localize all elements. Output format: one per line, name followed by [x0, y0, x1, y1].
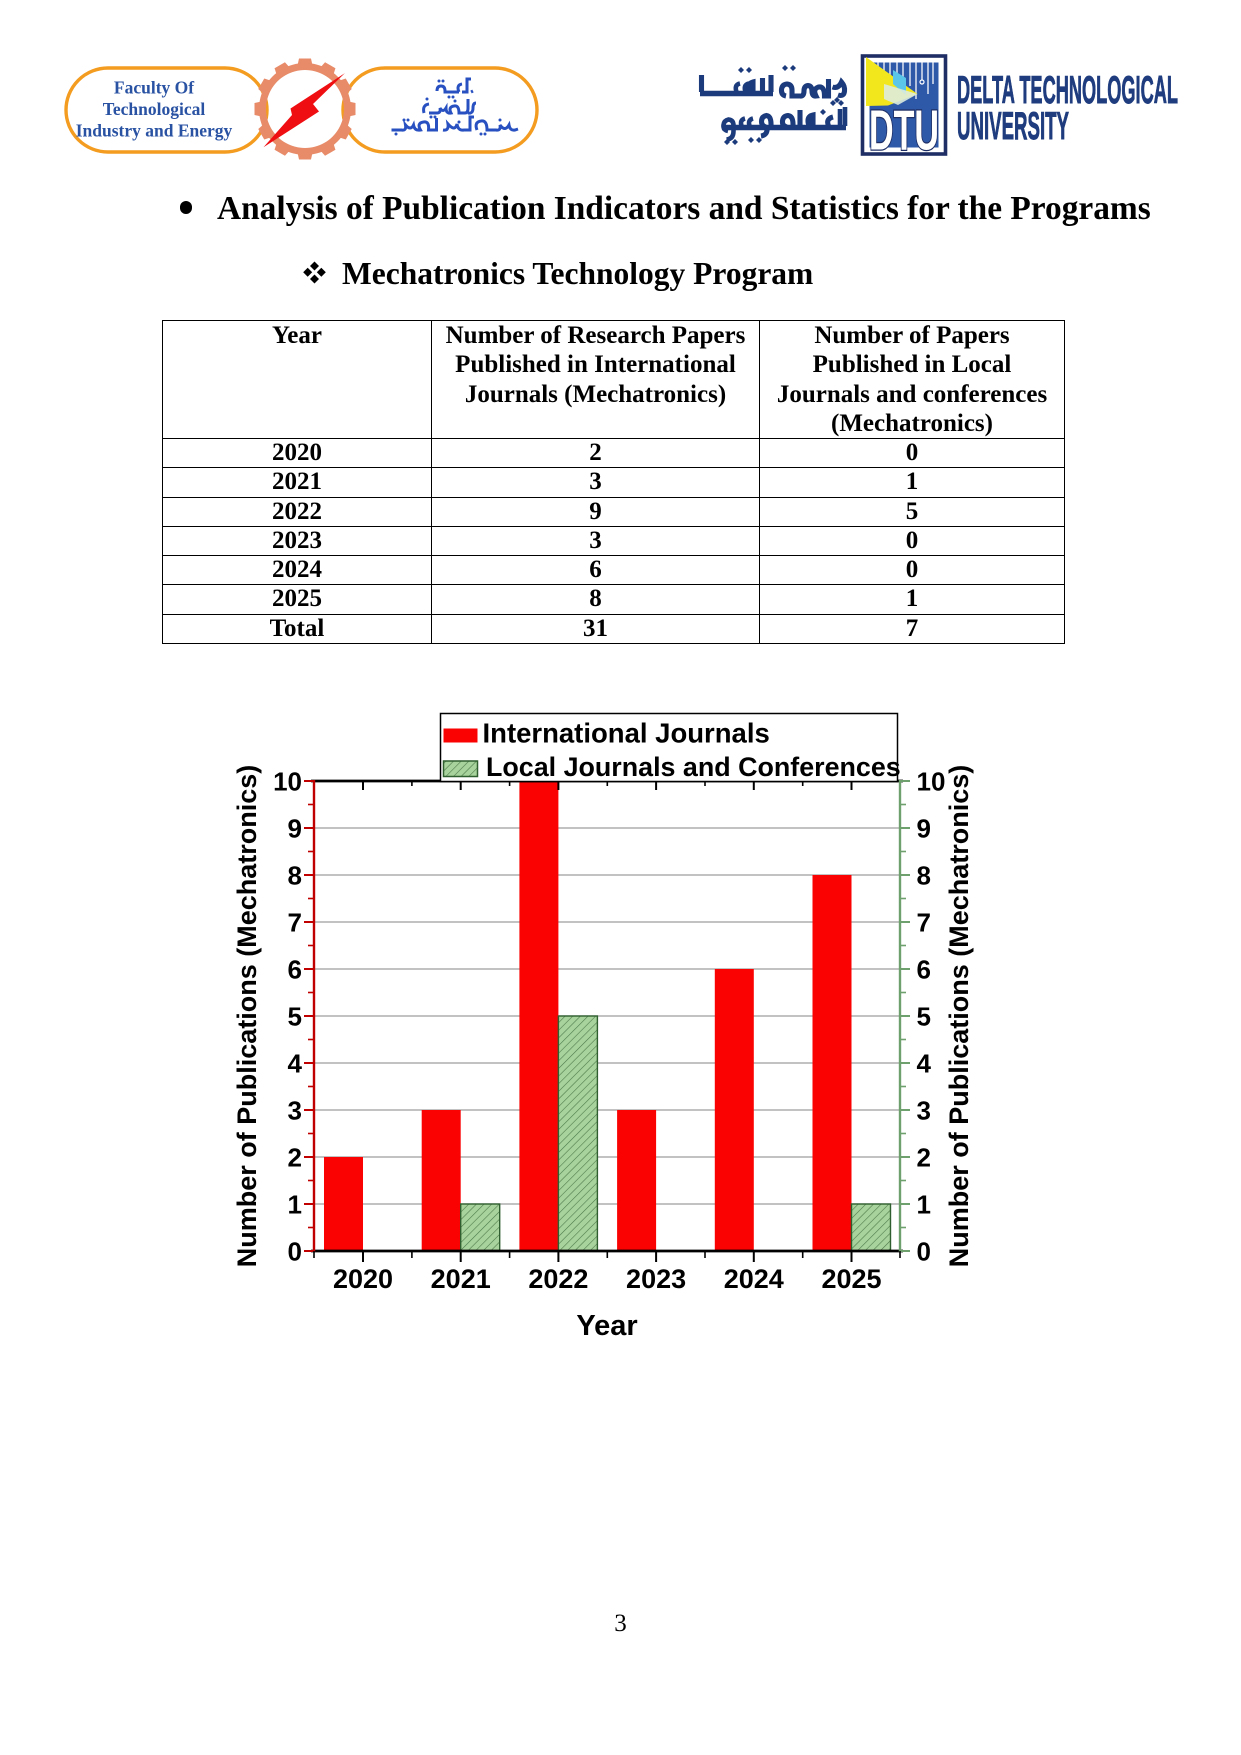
svg-text:7: 7 — [917, 908, 931, 938]
svg-text:3: 3 — [288, 1096, 302, 1126]
svg-text:7: 7 — [288, 908, 302, 938]
svg-text:5: 5 — [288, 1002, 302, 1032]
svg-text:1: 1 — [917, 1190, 931, 1220]
svg-text:2020: 2020 — [333, 1264, 393, 1294]
svg-text:2025: 2025 — [821, 1264, 881, 1294]
svg-text:5: 5 — [917, 1002, 931, 1032]
svg-text:10: 10 — [917, 767, 946, 797]
svg-text:UNIVERSITY: UNIVERSITY — [957, 105, 1069, 148]
svg-text:8: 8 — [288, 861, 302, 891]
svg-text:6: 6 — [288, 955, 302, 985]
svg-text:8: 8 — [917, 861, 931, 891]
svg-text:Number of Publications (Mechat: Number of Publications (Mechatronics) — [944, 765, 974, 1268]
svg-text:Industry and Energy: Industry and Energy — [76, 121, 233, 141]
svg-text:4: 4 — [288, 1049, 303, 1079]
svg-text:Year: Year — [576, 1310, 637, 1342]
svg-text:0: 0 — [917, 1237, 931, 1267]
svg-text:10: 10 — [273, 767, 302, 797]
svg-text:9: 9 — [288, 814, 302, 844]
svg-text:1: 1 — [288, 1190, 302, 1220]
svg-text:Faculty Of: Faculty Of — [114, 78, 194, 98]
svg-text:4: 4 — [917, 1049, 932, 1079]
svg-text:2: 2 — [917, 1143, 931, 1173]
svg-text:2: 2 — [288, 1143, 302, 1173]
svg-text:9: 9 — [917, 814, 931, 844]
svg-text:6: 6 — [917, 955, 931, 985]
svg-text:2021: 2021 — [431, 1264, 491, 1294]
svg-text:0: 0 — [288, 1237, 302, 1267]
svg-text:DTU: DTU — [869, 99, 939, 163]
svg-text:3: 3 — [917, 1096, 931, 1126]
svg-text:2023: 2023 — [626, 1264, 686, 1294]
svg-text:Number of Publications (Mechat: Number of Publications (Mechatronics) — [232, 765, 262, 1268]
svg-text:International Journals: International Journals — [483, 718, 770, 749]
svg-text:2024: 2024 — [724, 1264, 784, 1294]
svg-text:2022: 2022 — [528, 1264, 588, 1294]
svg-text:DELTA TECHNOLOGICAL: DELTA TECHNOLOGICAL — [957, 69, 1178, 112]
svg-text:Technological: Technological — [103, 99, 206, 119]
svg-text:Local Journals and Conferences: Local Journals and Conferences — [486, 752, 901, 782]
